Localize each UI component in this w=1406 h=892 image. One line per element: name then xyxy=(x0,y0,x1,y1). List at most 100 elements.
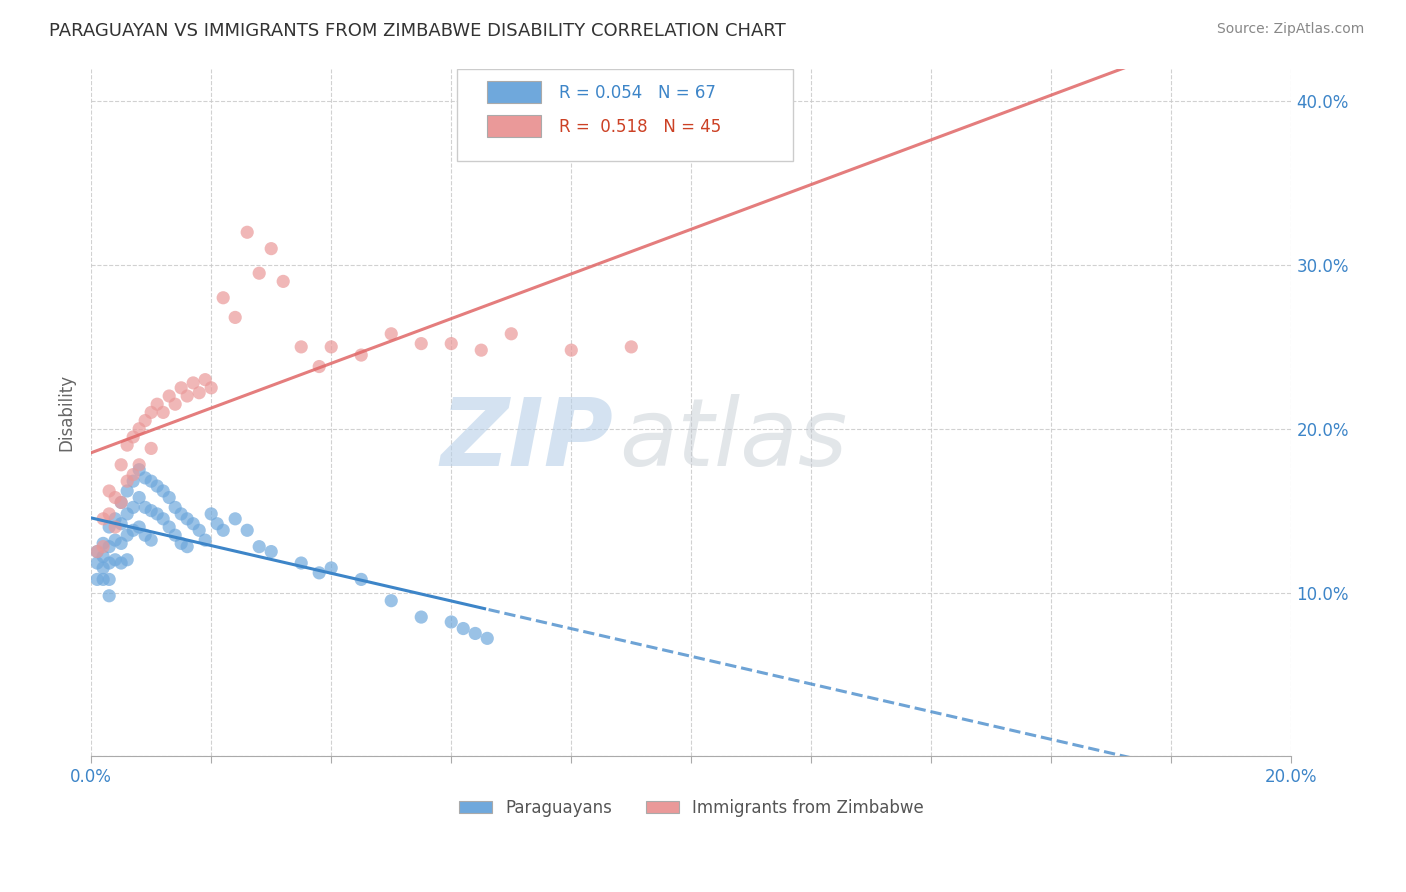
Point xyxy=(194,533,217,548)
Point xyxy=(110,495,132,509)
Point xyxy=(115,438,138,452)
Point xyxy=(122,500,145,515)
Point xyxy=(128,520,150,534)
Point xyxy=(146,397,169,411)
Point xyxy=(236,225,259,239)
Point xyxy=(152,512,174,526)
Point xyxy=(247,266,270,280)
Point xyxy=(181,516,204,531)
Point xyxy=(91,512,114,526)
Point xyxy=(141,533,163,548)
Point xyxy=(350,348,373,362)
Text: atlas: atlas xyxy=(619,394,848,485)
Text: R =  0.518   N = 45: R = 0.518 N = 45 xyxy=(560,118,721,136)
Bar xyxy=(488,81,541,103)
Point xyxy=(380,593,402,607)
Point xyxy=(350,573,373,587)
Point xyxy=(176,512,198,526)
Legend: Paraguayans, Immigrants from Zimbabwe: Paraguayans, Immigrants from Zimbabwe xyxy=(451,792,931,823)
Point xyxy=(128,422,150,436)
Point xyxy=(260,544,283,558)
Point xyxy=(122,430,145,444)
Point xyxy=(170,536,193,550)
Point xyxy=(104,520,127,534)
Point xyxy=(146,507,169,521)
Point xyxy=(321,340,343,354)
Point xyxy=(157,520,180,534)
Point xyxy=(134,500,156,515)
Point xyxy=(165,500,187,515)
Point xyxy=(104,491,127,505)
Point xyxy=(321,561,343,575)
Point xyxy=(290,340,312,354)
Point xyxy=(271,274,294,288)
Point xyxy=(247,540,270,554)
Point xyxy=(141,405,163,419)
Point xyxy=(128,458,150,472)
Point xyxy=(91,573,114,587)
Text: PARAGUAYAN VS IMMIGRANTS FROM ZIMBABWE DISABILITY CORRELATION CHART: PARAGUAYAN VS IMMIGRANTS FROM ZIMBABWE D… xyxy=(49,22,786,40)
Point xyxy=(152,483,174,498)
Point xyxy=(128,463,150,477)
Point xyxy=(141,503,163,517)
Point xyxy=(170,381,193,395)
Point xyxy=(110,536,132,550)
Bar xyxy=(488,115,541,137)
Point xyxy=(165,528,187,542)
Point xyxy=(134,471,156,485)
Point xyxy=(620,340,643,354)
FancyBboxPatch shape xyxy=(457,69,793,161)
Point xyxy=(200,381,222,395)
Point xyxy=(104,533,127,548)
Point xyxy=(188,385,211,400)
Point xyxy=(290,556,312,570)
Point xyxy=(152,405,174,419)
Point xyxy=(110,495,132,509)
Point xyxy=(115,474,138,488)
Point xyxy=(470,343,492,358)
Point xyxy=(224,512,246,526)
Point xyxy=(141,442,163,456)
Point xyxy=(91,549,114,564)
Point xyxy=(464,626,486,640)
Point xyxy=(98,540,121,554)
Point xyxy=(181,376,204,390)
Point xyxy=(115,528,138,542)
Point xyxy=(98,589,121,603)
Point xyxy=(86,544,108,558)
Point xyxy=(501,326,523,341)
Point xyxy=(188,523,211,537)
Point xyxy=(157,389,180,403)
Point xyxy=(86,556,108,570)
Point xyxy=(104,512,127,526)
Point xyxy=(176,389,198,403)
Point xyxy=(308,566,330,580)
Point xyxy=(86,573,108,587)
Point xyxy=(110,458,132,472)
Point xyxy=(146,479,169,493)
Point xyxy=(128,491,150,505)
Point xyxy=(91,540,114,554)
Point xyxy=(440,615,463,629)
Point xyxy=(122,523,145,537)
Point xyxy=(157,491,180,505)
Point xyxy=(236,523,259,537)
Point xyxy=(115,483,138,498)
Point xyxy=(98,573,121,587)
Point xyxy=(91,561,114,575)
Point xyxy=(440,336,463,351)
Point xyxy=(260,242,283,256)
Point xyxy=(165,397,187,411)
Point xyxy=(212,291,235,305)
Point xyxy=(205,516,228,531)
Point xyxy=(194,373,217,387)
Point xyxy=(560,343,582,358)
Point xyxy=(308,359,330,374)
Point xyxy=(104,553,127,567)
Point xyxy=(411,610,433,624)
Point xyxy=(134,528,156,542)
Text: R = 0.054   N = 67: R = 0.054 N = 67 xyxy=(560,84,716,102)
Point xyxy=(212,523,235,537)
Point xyxy=(91,536,114,550)
Point xyxy=(224,310,246,325)
